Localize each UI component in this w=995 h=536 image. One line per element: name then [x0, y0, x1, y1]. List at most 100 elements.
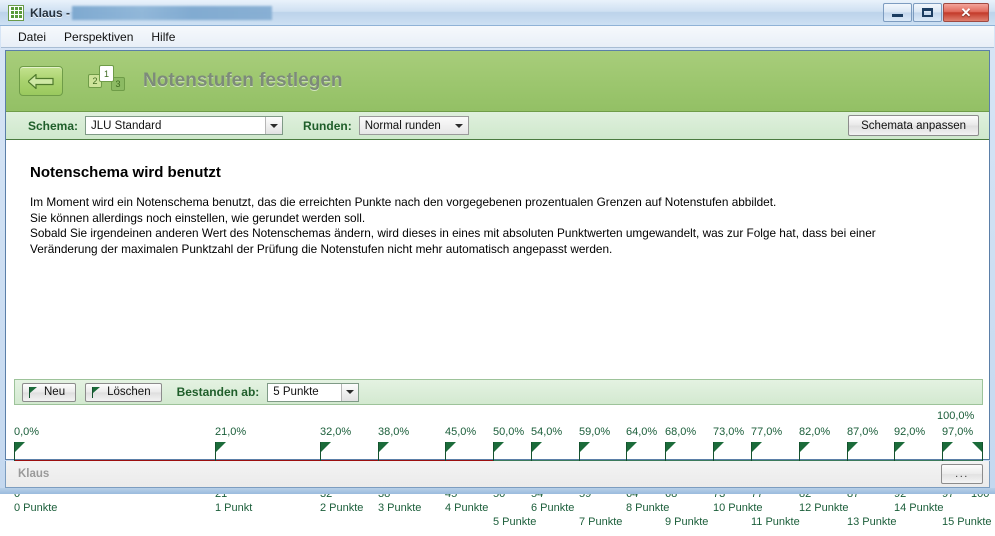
back-arrow-icon [28, 73, 54, 89]
steps-icon: 2 1 3 [85, 64, 129, 98]
flag-marker[interactable] [320, 442, 332, 464]
runden-label: Runden: [303, 118, 352, 133]
maximize-icon [922, 8, 933, 17]
flag-marker-row [14, 442, 983, 464]
percent-label: 87,0% [847, 426, 879, 438]
window-title-redacted [72, 5, 273, 20]
chevron-down-icon [341, 383, 359, 401]
percent-label: 82,0% [799, 426, 831, 438]
back-button[interactable] [19, 66, 63, 96]
minimize-icon [892, 14, 903, 17]
step-label: 1 Punkt [215, 502, 253, 514]
window-controls: ✕ [882, 3, 989, 22]
minimize-button[interactable] [883, 3, 912, 22]
app-grid-icon [8, 4, 24, 21]
adjust-schemas-button[interactable]: Schemata anpassen [848, 115, 979, 136]
percent-label: 92,0% [894, 426, 926, 438]
window-title: Klaus - [30, 5, 71, 20]
step-label: 4 Punkte [445, 502, 489, 514]
schema-value: JLU Standard [91, 119, 162, 132]
percent-label: 54,0% [531, 426, 563, 438]
flag-marker[interactable] [847, 442, 859, 464]
percent-label: 68,0% [665, 426, 697, 438]
section-heading: Notenschema wird benutzt [30, 164, 221, 181]
menu-item-perspektiven[interactable]: Perspektiven [64, 29, 134, 44]
percent-label: 100,0% [937, 410, 975, 422]
status-text: Klaus [18, 468, 50, 480]
percent-label: 50,0% [493, 426, 525, 438]
step-icon-3: 3 [111, 77, 125, 91]
flag-marker[interactable] [445, 442, 457, 464]
chevron-down-icon [265, 117, 283, 134]
percent-label: 59,0% [579, 426, 611, 438]
flag-marker[interactable] [215, 442, 227, 464]
close-button[interactable]: ✕ [943, 3, 989, 22]
step-label: 12 Punkte [799, 502, 849, 514]
percent-label: 77,0% [751, 426, 783, 438]
flag-icon [92, 386, 102, 398]
filter-bar: Schema: JLU Standard Runden: Normal rund… [6, 112, 989, 140]
title-bar: Klaus - ✕ [0, 0, 995, 26]
flag-marker[interactable] [531, 442, 543, 464]
flag-icon [29, 386, 39, 398]
flag-marker[interactable] [493, 442, 505, 464]
more-options-button[interactable]: ... [941, 464, 983, 484]
percent-label-row: 0,0% 21,0% 32,0% 38,0% 45,0% 50,0% 54,0% 59,0% 6… [14, 410, 983, 446]
percent-label: 73,0% [713, 426, 745, 438]
schema-dropdown[interactable]: JLU Standard [85, 116, 284, 135]
description-line-1: Im Moment wird ein Notenschema benutzt, … [30, 195, 777, 209]
step-label: 7 Punkte [579, 516, 623, 528]
percent-label: 45,0% [445, 426, 477, 438]
flag-marker[interactable] [713, 442, 725, 464]
percent-label: 32,0% [320, 426, 352, 438]
new-button-label: Neu [44, 386, 66, 398]
flag-marker[interactable] [579, 442, 591, 464]
step-label: 9 Punkte [665, 516, 709, 528]
step-label: 3 Punkte [378, 502, 422, 514]
step-label: 6 Punkte [531, 502, 575, 514]
page-title: Notenstufen festlegen [143, 70, 343, 91]
close-icon: ✕ [960, 5, 972, 20]
runden-dropdown[interactable]: Normal runden [358, 116, 469, 135]
percent-label: 21,0% [215, 426, 247, 438]
percent-label: 64,0% [626, 426, 658, 438]
passed-from-value: 5 Punkte [273, 386, 319, 398]
step-label: 15 Punkte [942, 516, 992, 528]
window-bottom-edge [0, 488, 995, 494]
passed-from-dropdown[interactable]: 5 Punkte [267, 382, 360, 402]
passed-from-label: Bestanden ab: [176, 385, 260, 399]
flag-marker[interactable] [378, 442, 390, 464]
percent-label: 97,0% [942, 426, 974, 438]
delete-button[interactable]: Löschen [85, 382, 162, 402]
percent-label: 0,0% [14, 426, 40, 438]
flag-marker[interactable] [665, 442, 677, 464]
menu-item-hilfe[interactable]: Hilfe [151, 29, 176, 44]
step-label: 11 Punkte [751, 516, 800, 528]
new-button[interactable]: Neu [22, 382, 77, 402]
grade-toolbar: Neu Löschen Bestanden ab: 5 Punkte [14, 379, 983, 405]
percent-label: 38,0% [378, 426, 410, 438]
flag-marker[interactable] [799, 442, 811, 464]
flag-marker[interactable] [971, 442, 983, 464]
delete-button-label: Löschen [107, 386, 151, 398]
flag-marker[interactable] [14, 442, 26, 464]
flag-marker[interactable] [942, 442, 954, 464]
menu-bar: Datei Perspektiven Hilfe [1, 26, 994, 48]
step-label: 10 Punkte [713, 502, 763, 514]
description-text: Im Moment wird ein Notenschema benutzt, … [6, 181, 989, 257]
flag-marker[interactable] [894, 442, 906, 464]
description-line-3: Sobald Sie irgendeinen anderen Wert des … [30, 226, 876, 240]
content-area: Notenschema wird benutzt Im Moment wird … [6, 140, 992, 528]
runden-value: Normal runden [364, 119, 441, 132]
description-line-4: Veränderung der maximalen Punktzahl der … [30, 241, 613, 256]
flag-marker[interactable] [751, 442, 763, 464]
menu-item-datei[interactable]: Datei [18, 29, 47, 44]
chevron-down-icon [451, 117, 468, 134]
description-line-2: Sie können allerdings noch einstellen, w… [30, 210, 366, 225]
step-label: 14 Punkte [894, 502, 944, 514]
schema-label: Schema: [28, 118, 79, 133]
flag-marker[interactable] [626, 442, 638, 464]
step-icon-1: 1 [99, 65, 114, 82]
maximize-button[interactable] [913, 3, 942, 22]
